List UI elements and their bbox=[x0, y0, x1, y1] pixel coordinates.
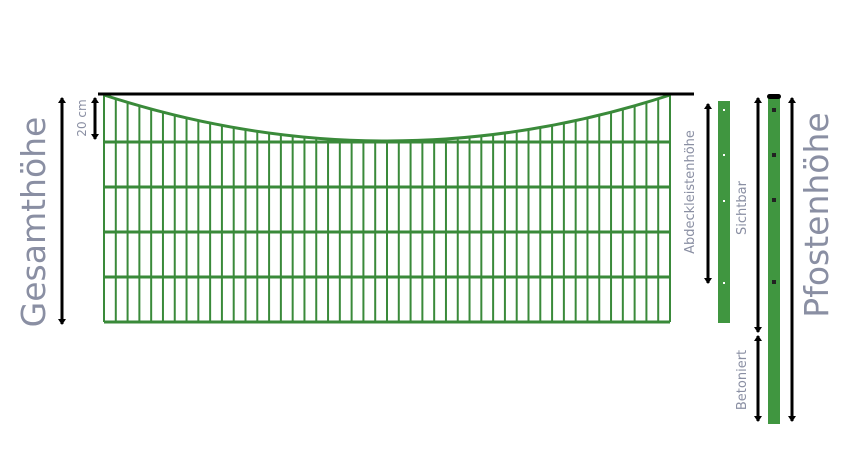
dip-label: 20 cm bbox=[75, 99, 89, 136]
post-holes bbox=[772, 108, 776, 284]
cover-strip bbox=[718, 101, 730, 323]
cover-strip-height-label: Abdeckleistenhöhe bbox=[683, 130, 698, 254]
concreted-label: Betoniert bbox=[735, 350, 750, 410]
post-height-label: Pfostenhöhe bbox=[797, 112, 836, 317]
post bbox=[768, 98, 780, 424]
total-height-label: Gesamthöhe bbox=[14, 117, 53, 328]
fence-arch-top bbox=[103, 93, 671, 143]
arched-fence-panel bbox=[103, 93, 671, 324]
visible-label: Sichtbar bbox=[735, 180, 750, 235]
post-cap bbox=[767, 94, 781, 99]
